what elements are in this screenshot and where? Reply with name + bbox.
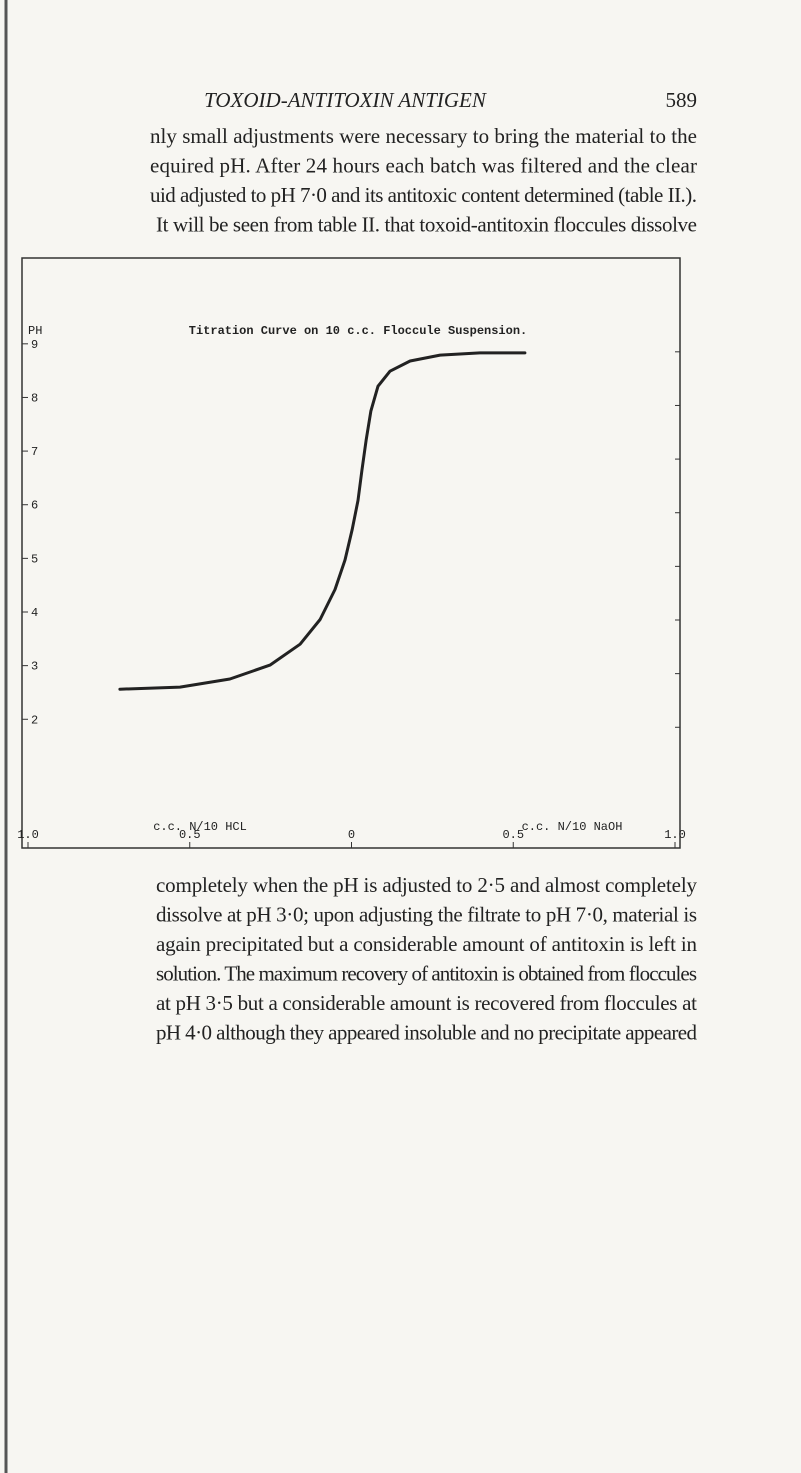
- y-tick-label: 4: [31, 606, 38, 620]
- annotation: c.c. N/10 HCL: [153, 820, 247, 834]
- text-line: nly small adjustments were necessary to …: [150, 124, 697, 148]
- x-tick-label: 0.5: [179, 828, 201, 842]
- text-line: completely when the pH is adjusted to 2·…: [156, 873, 698, 897]
- y-tick-label: 6: [31, 499, 38, 513]
- y-tick-label: 2: [31, 713, 38, 727]
- y-tick-label: 8: [31, 391, 38, 405]
- text-line: solution. The maximum recovery of antito…: [156, 962, 697, 986]
- x-tick-label: 1.0: [17, 828, 39, 842]
- y-tick-label: 7: [31, 445, 38, 459]
- text-line: equired pH. After 24 hours each batch wa…: [150, 154, 697, 178]
- x-tick-label: 0.5: [502, 828, 524, 842]
- x-tick-label: 0: [348, 828, 355, 842]
- text-line: again precipitated but a considerable am…: [156, 932, 698, 956]
- chart-title: Titration Curve on 10 c.c. Floccule Susp…: [189, 324, 527, 338]
- text-line: uid adjusted to pH 7·0 and its antitoxic…: [150, 183, 697, 207]
- text-line: at pH 3·5 but a considerable amount is r…: [156, 991, 697, 1015]
- text-line: dissolve at pH 3·0; upon adjusting the f…: [156, 903, 697, 927]
- y-axis-label: PH: [28, 324, 42, 338]
- running-title: TOXOID-ANTITOXIN ANTIGEN: [204, 88, 487, 112]
- y-tick-label: 9: [31, 338, 38, 352]
- curve: [118, 351, 527, 691]
- y-tick-label: 5: [31, 552, 38, 566]
- text-line: It will be seen from table II. that toxo…: [156, 213, 697, 237]
- x-tick-label: 1.0: [664, 828, 686, 842]
- text-line: pH 4·0 although they appeared insoluble …: [156, 1021, 698, 1045]
- annotation: c.c. N/10 NaOH: [522, 820, 623, 834]
- page-number: 589: [666, 88, 698, 112]
- y-tick-label: 3: [31, 660, 38, 674]
